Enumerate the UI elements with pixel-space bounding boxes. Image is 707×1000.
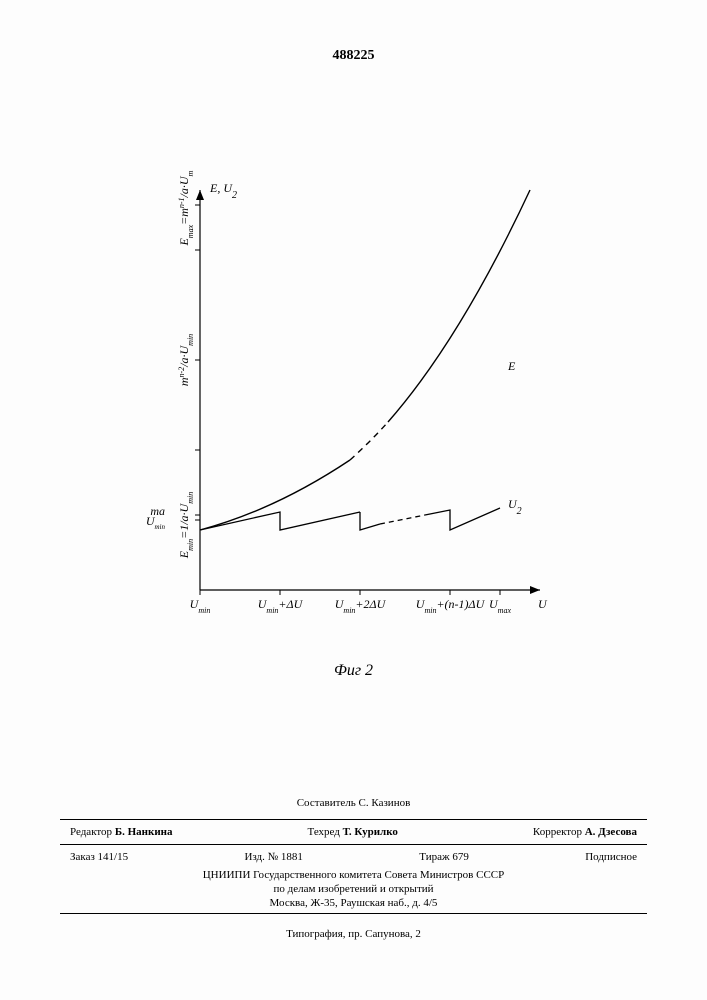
- divider: [60, 844, 647, 845]
- curve-e-dashed: [350, 422, 388, 460]
- credits-row: Редактор Б. Нанкина Техред Т. Курилко Ко…: [0, 826, 707, 838]
- x-axis-arrow: [530, 586, 540, 594]
- techred: Техред Т. Курилко: [308, 826, 398, 838]
- y-label-emin: Emin=1/a·Umin: [177, 492, 195, 559]
- editor-name: Б. Нанкина: [115, 826, 173, 838]
- y-label-emax: Emax=mn-1/a·Umin: [177, 170, 195, 247]
- tirazh: Тираж 679: [419, 851, 469, 863]
- divider: [60, 819, 647, 820]
- edition-row: Заказ 141/15 Изд. № 1881 Тираж 679 Подпи…: [0, 851, 707, 863]
- y-axis-arrow: [196, 190, 204, 200]
- x-label-umin: Umin: [190, 597, 211, 615]
- patent-number: 488225: [333, 48, 375, 64]
- figure-caption: Фиг 2: [334, 662, 373, 680]
- x-label-2: Umin+2ΔU: [335, 597, 387, 615]
- order-number: Заказ 141/15: [70, 851, 128, 863]
- curve-u2-seg1: [200, 512, 360, 530]
- techred-name: Т. Курилко: [343, 826, 398, 838]
- typography-line: Типография, пр. Сапунова, 2: [0, 928, 707, 940]
- x-label-1: Umin+ΔU: [258, 597, 304, 615]
- subscription: Подписное: [585, 851, 637, 863]
- curve-e-label: E: [507, 359, 516, 373]
- techred-label: Техред: [308, 826, 340, 838]
- curve-u2-label: U2: [508, 497, 522, 517]
- figure-chart: Emax=mn-1/a·Umin mn-2/a·Umin Emin=1/a·Um…: [140, 170, 560, 650]
- y-axis-label: E, U2: [209, 181, 237, 201]
- compositor-line: Составитель С. Казинов: [0, 797, 707, 809]
- edition-number: Изд. № 1881: [244, 851, 302, 863]
- imprint-block: Составитель С. Казинов Редактор Б. Нанки…: [0, 797, 707, 940]
- editor-label: Редактор: [70, 826, 112, 838]
- publisher-line-2: по делам изобретений и открытий: [0, 883, 707, 895]
- corrector: Корректор А. Дзесова: [533, 826, 637, 838]
- publisher-line-3: Москва, Ж-35, Раушская наб., д. 4/5: [0, 897, 707, 909]
- corrector-name: А. Дзесова: [585, 826, 637, 838]
- curve-u2-seg2a: [360, 512, 380, 530]
- x-label-n1: Umin+(n-1)ΔU: [416, 597, 486, 615]
- curve-u2-dashed: [380, 515, 425, 524]
- corrector-label: Корректор: [533, 826, 582, 838]
- publisher-line-1: ЦНИИПИ Государственного комитета Совета …: [0, 869, 707, 881]
- curve-e-seg2: [388, 190, 530, 422]
- x-label-umax: Umax: [489, 597, 511, 615]
- y-label-mid: mn-2/a·Umin: [177, 334, 195, 386]
- divider: [60, 913, 647, 914]
- curve-u2-seg3: [425, 508, 500, 530]
- editor: Редактор Б. Нанкина: [70, 826, 173, 838]
- x-axis-label: U: [538, 597, 548, 611]
